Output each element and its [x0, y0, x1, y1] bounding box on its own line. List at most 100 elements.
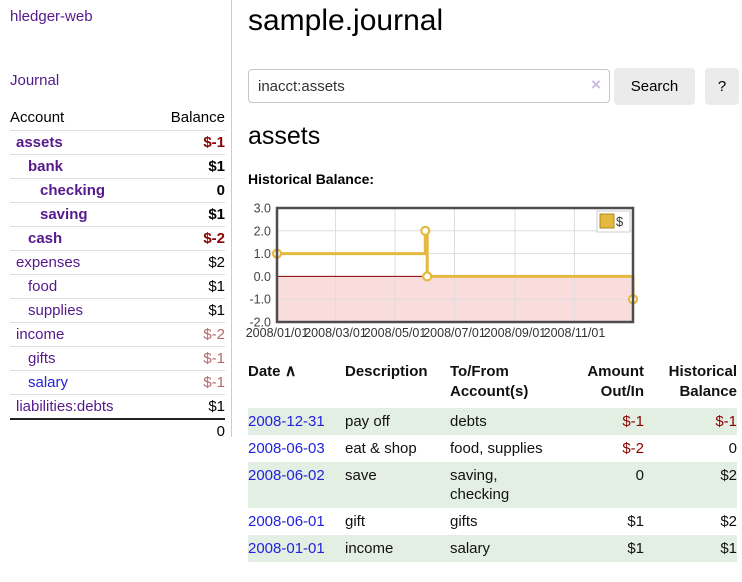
account-balance: 0	[216, 182, 225, 199]
chart-border	[275, 206, 635, 324]
account-balance: $-1	[203, 134, 225, 151]
account-balance: $-2	[203, 230, 225, 247]
transaction-accounts-cell: food, supplies	[450, 435, 572, 462]
transaction-balance: $2	[720, 467, 737, 484]
sidebar-account-row: cash $-2	[10, 226, 225, 250]
transaction-date-link[interactable]: 2008-06-01	[248, 513, 325, 530]
search-button[interactable]: Search	[614, 68, 695, 105]
transaction-description-cell: eat & shop	[345, 435, 450, 462]
accounts-table-header: Account Balance	[10, 104, 225, 130]
x-axis-tick-label: 2008/07/01	[423, 326, 486, 340]
transaction-date-link-cell[interactable]: 2008-01-01	[248, 535, 345, 562]
col-header-amount[interactable]: Amount Out/In	[587, 363, 644, 400]
sidebar-account-row: assets $-1	[10, 130, 225, 154]
transaction-date-link[interactable]: 2008-06-03	[248, 440, 325, 457]
account-balance: $-1	[203, 374, 225, 391]
transaction-balance: $2	[720, 513, 737, 530]
sidebar-account-link-cash[interactable]: cash	[28, 230, 63, 247]
transaction-description-cell: gift	[345, 508, 450, 535]
transaction-description: save	[345, 467, 377, 484]
y-axis-tick-label: -1.0	[249, 293, 271, 307]
sidebar-account-link-gifts[interactable]: gifts	[28, 350, 56, 367]
sidebar-item-journal[interactable]: Journal	[10, 72, 60, 89]
clear-search-icon[interactable]: ×	[591, 75, 601, 94]
sidebar-account-link-expenses[interactable]: expenses	[16, 254, 81, 271]
transaction-row: 2008-06-03 eat & shop food, supplies $-2 0	[248, 435, 737, 462]
sidebar-account-row: supplies $1	[10, 298, 225, 322]
col-header-historical[interactable]: Historical Balance	[668, 363, 737, 400]
sidebar-account-link-assets[interactable]: assets	[16, 134, 63, 151]
transaction-date-link-cell[interactable]: 2008-12-31	[248, 408, 345, 435]
transaction-description: eat & shop	[345, 440, 417, 457]
transaction-balance-cell: 0	[644, 435, 737, 462]
transaction-accounts-cell: salary	[450, 535, 572, 562]
transaction-balance-cell: $2	[644, 462, 737, 508]
account-balance: $1	[208, 302, 225, 319]
sidebar-account-row: gifts $-1	[10, 346, 225, 370]
register-account-heading: assets	[248, 122, 321, 150]
transaction-accounts-cell: saving, checking	[450, 462, 572, 508]
account-balance: $-1	[203, 350, 225, 367]
transaction-row: 2008-01-01 income salary $1 $1	[248, 535, 737, 562]
col-header-date[interactable]: Date ∧	[248, 362, 345, 408]
legend-label: $	[616, 214, 624, 229]
sidebar-account-link-saving[interactable]: saving	[40, 206, 88, 223]
transaction-amount-cell: 0	[572, 462, 644, 508]
transaction-description: gift	[345, 513, 366, 530]
y-axis-tick-label: 0.0	[254, 270, 271, 284]
col-header-tofrom[interactable]: To/From Account(s)	[450, 363, 529, 400]
transaction-description: income	[345, 540, 394, 557]
transaction-date-link[interactable]: 2008-06-02	[248, 467, 325, 484]
transaction-date-link-cell[interactable]: 2008-06-02	[248, 462, 345, 508]
account-balance: $1	[208, 158, 225, 175]
transaction-amount-cell: $-1	[572, 408, 644, 435]
brand-link[interactable]: hledger-web	[10, 8, 93, 25]
transaction-accounts-cell: debts	[450, 408, 572, 435]
transaction-amount-cell: $1	[572, 535, 644, 562]
account-balance: $1	[208, 398, 225, 415]
transaction-date-link[interactable]: 2008-01-01	[248, 540, 325, 557]
transaction-description: pay off	[345, 413, 390, 430]
sidebar-account-link-food[interactable]: food	[28, 278, 58, 295]
sidebar-account-row: saving $1	[10, 202, 225, 226]
transaction-amount-cell: $-2	[572, 435, 644, 462]
sidebar-account-row: food $1	[10, 274, 225, 298]
sidebar-account-link-liabilities-debts[interactable]: liabilities:debts	[16, 398, 114, 415]
transaction-accounts: food, supplies	[450, 440, 543, 457]
x-axis-tick-label: 2008/09/01	[484, 326, 547, 340]
account-balance: $-2	[203, 326, 225, 343]
y-axis-tick-label: 1.0	[254, 247, 271, 261]
search-input[interactable]	[248, 69, 610, 103]
transaction-row: 2008-12-31 pay off debts $-1 $-1	[248, 408, 737, 435]
y-axis-tick-label: -2.0	[249, 316, 271, 330]
register-table: Date ∧ Description To/From Account(s) Am…	[248, 362, 737, 562]
transaction-accounts: gifts	[450, 513, 478, 530]
transaction-row: 2008-06-02 save saving, checking 0 $2	[248, 462, 737, 508]
transaction-row: 2008-06-01 gift gifts $1 $2	[248, 508, 737, 535]
sidebar-account-row: expenses $2	[10, 250, 225, 274]
transaction-date-link-cell[interactable]: 2008-06-03	[248, 435, 345, 462]
transaction-balance: 0	[728, 440, 737, 457]
date-header-label: Date	[248, 363, 281, 380]
help-button[interactable]: ?	[705, 68, 739, 105]
transaction-amount-cell: $1	[572, 508, 644, 535]
sidebar-account-row: bank $1	[10, 154, 225, 178]
account-balance: $2	[208, 254, 225, 271]
sidebar-account-link-income[interactable]: income	[16, 326, 65, 343]
sidebar-account-link-checking[interactable]: checking	[40, 182, 106, 199]
transaction-balance-cell: $-1	[644, 408, 737, 435]
balance-chart: 3.0 2.0 1.0 0.0 -1.0 -2.02008/01/012008/03/01…	[246, 202, 639, 340]
transaction-date-link[interactable]: 2008-12-31	[248, 413, 325, 430]
sidebar-account-link-bank[interactable]: bank	[28, 158, 64, 175]
transaction-balance-cell: $2	[644, 508, 737, 535]
transaction-date-link-cell[interactable]: 2008-06-01	[248, 508, 345, 535]
col-header-description[interactable]: Description	[345, 363, 428, 380]
x-axis-tick-label: 2008/01/01	[246, 326, 309, 340]
account-balance: $1	[208, 206, 225, 223]
y-axis-tick-label: 3.0	[254, 202, 271, 216]
accounts-table: Account Balance assets $-1 bank $1 checking 0…	[10, 104, 225, 442]
sidebar-account-link-salary[interactable]: salary	[28, 374, 69, 391]
sidebar-account-row: checking 0	[10, 178, 225, 202]
accounts-total-row: 0	[10, 418, 225, 442]
sidebar-account-link-supplies[interactable]: supplies	[28, 302, 84, 319]
